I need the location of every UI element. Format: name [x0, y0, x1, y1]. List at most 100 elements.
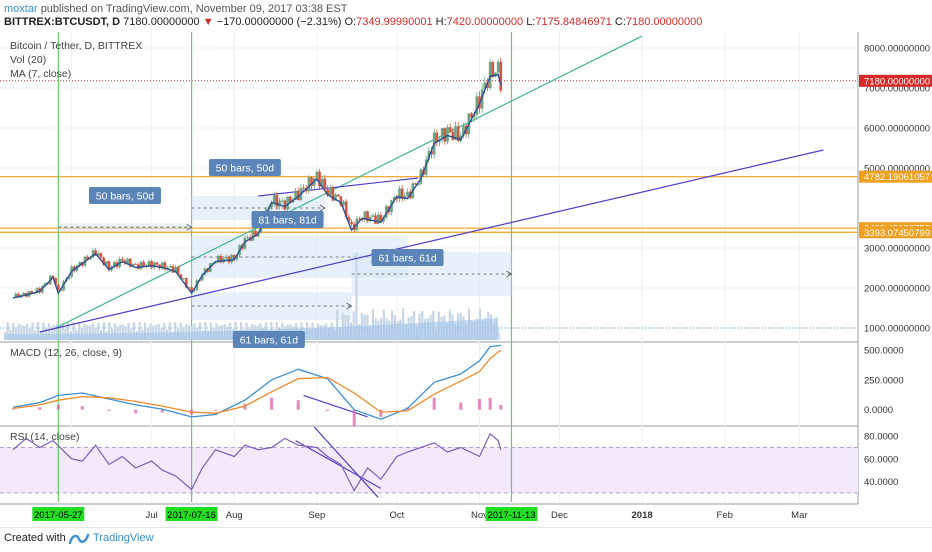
close-value: 7180.00000000	[625, 16, 703, 28]
macd-label: MACD (12, 26, close, 9)	[10, 347, 122, 359]
date-highlight-box	[32, 507, 85, 521]
candle-body	[134, 263, 137, 265]
high-label: H:	[435, 16, 447, 28]
candle-body	[400, 188, 404, 199]
candle-body	[131, 263, 135, 267]
date-highlight-label: 2017-11-13	[488, 510, 536, 521]
x-tick-label: Dec	[551, 510, 568, 521]
volume-bar	[61, 322, 64, 340]
candle-body	[270, 203, 273, 207]
measure-labels: 50 bars, 50d 50 bars, 50d 81 bars, 81d 61 b…	[88, 159, 444, 348]
volume-bar	[83, 323, 86, 340]
legend-item: MA (7, close)	[10, 68, 71, 80]
candle-body	[363, 211, 367, 220]
indicator-lines	[11, 73, 503, 492]
candle-body	[483, 82, 487, 90]
author-link[interactable]: moxtar	[4, 3, 38, 15]
price-tick-label: 8000.00000000	[864, 44, 930, 55]
measure-label-text: 50 bars, 50d	[96, 191, 155, 203]
volume-bar	[163, 322, 166, 340]
price-change: −170.00000000 (−2.31%)	[216, 16, 342, 28]
measure-label-text: 50 bars, 50d	[216, 163, 275, 175]
candle-body	[192, 290, 196, 292]
volume-bar	[143, 322, 147, 340]
candle-body	[272, 195, 276, 204]
candle-body	[96, 253, 100, 256]
volume-bar	[23, 325, 26, 340]
trendlines	[39, 35, 824, 498]
volume-bar	[50, 326, 53, 340]
price-tag-label: 4782.19061057	[864, 172, 930, 183]
x-tick-label: Feb	[717, 510, 733, 521]
volume-bar	[6, 322, 9, 340]
candle-body	[179, 274, 183, 279]
measure-arrow-head	[186, 223, 193, 231]
candle-body	[251, 230, 255, 241]
candle-body	[344, 201, 348, 217]
volume-bar	[371, 308, 375, 340]
candle-body	[128, 258, 132, 267]
chart-area[interactable]: 50 bars, 50d 50 bars, 50d 81 bars, 81d 61 b…	[0, 32, 932, 526]
measure-arrow-head	[346, 302, 353, 310]
candle-body	[398, 188, 401, 200]
candle-body	[454, 126, 457, 140]
trendline-short-purple	[258, 177, 419, 197]
candle-body	[486, 82, 489, 88]
high-value: 7420.00000000	[446, 16, 524, 28]
tradingview-brand-link[interactable]: TradingView	[93, 532, 154, 544]
macd-histogram-bar	[214, 409, 218, 411]
volume-bar	[47, 323, 51, 340]
volume-bar	[53, 324, 56, 340]
candle-body	[232, 254, 236, 260]
candle-body	[214, 262, 217, 264]
candle-body	[472, 114, 476, 118]
candle-body	[187, 287, 191, 289]
rsi-trendline-1	[295, 440, 382, 489]
macd-histogram-bar	[11, 408, 15, 410]
candle-body	[371, 215, 375, 217]
macd-histogram-bar	[488, 397, 492, 410]
candle-body	[152, 262, 156, 268]
macd-line	[12, 344, 501, 420]
candle-body	[496, 61, 500, 73]
candle-body	[360, 218, 364, 220]
macd-histogram-bar	[134, 409, 138, 414]
volume-bar	[352, 311, 355, 340]
candle-body	[347, 216, 351, 222]
candle-body	[440, 128, 444, 140]
rsi-tick-label: 40.0000	[864, 477, 898, 488]
volume-bar	[89, 325, 92, 340]
candle-body	[456, 126, 460, 141]
volume-bar	[149, 323, 152, 340]
macd-tick-label: 500.0000	[864, 346, 904, 357]
macd-histogram-bar	[107, 409, 111, 411]
candle-body	[174, 267, 177, 273]
price-tag-label: 3393.07450799	[864, 228, 930, 239]
price-tick-label: 6000.00000000	[864, 124, 930, 135]
header-bar: moxtar published on TradingView.com, Nov…	[0, 0, 932, 32]
x-tick-label: 2018	[632, 510, 653, 521]
measure-label-box	[371, 249, 444, 266]
candle-body	[379, 214, 383, 222]
macd-histogram-bar	[270, 397, 274, 410]
price-tag-box	[859, 74, 932, 87]
candle-body	[488, 61, 492, 88]
candle-body	[443, 128, 447, 142]
volume-bar	[25, 323, 29, 340]
candle-body	[419, 169, 423, 184]
volume-bar	[355, 252, 358, 340]
low-label: L:	[526, 16, 536, 28]
candle-body	[147, 261, 151, 266]
candle-body	[424, 159, 428, 175]
volume-bar	[102, 322, 105, 340]
candle-body	[163, 262, 167, 270]
x-tick-label: Nov	[471, 510, 488, 521]
candle-body	[451, 131, 455, 140]
candle-body	[427, 151, 431, 160]
measure-label-box	[208, 159, 281, 176]
chart-grid	[0, 32, 859, 505]
candle-body	[62, 281, 65, 291]
low-value: 7175.84846971	[535, 16, 612, 28]
volume-bar	[121, 324, 125, 340]
price-tick-label: 7000.00000000	[864, 84, 930, 95]
